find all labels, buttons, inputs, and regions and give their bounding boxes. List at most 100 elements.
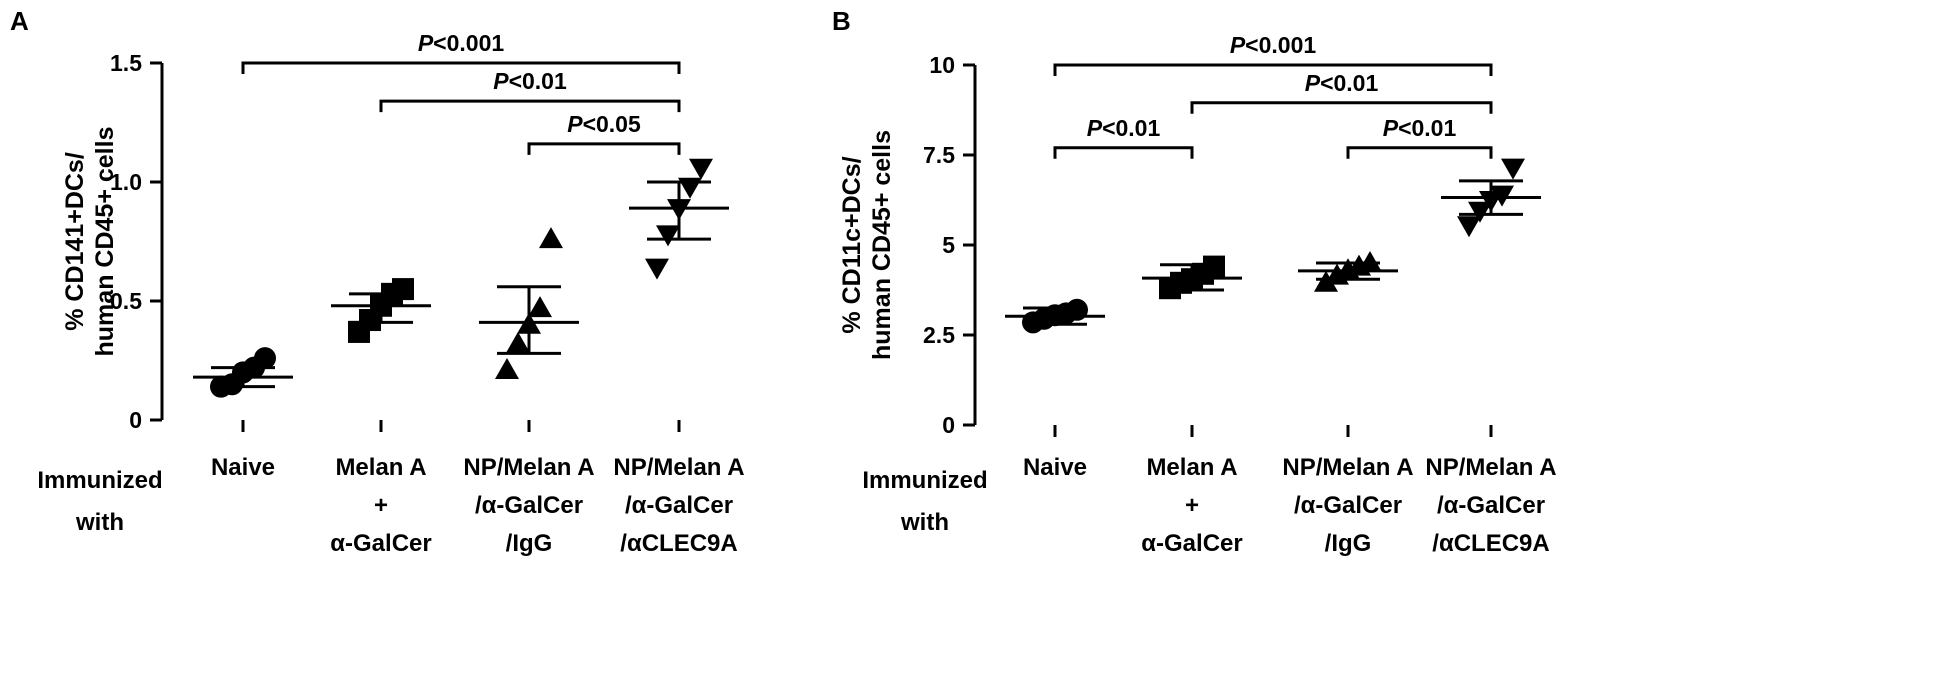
category-label: Naive	[211, 454, 275, 481]
y-axis-label: % CD11c+DCs/human CD45+ cells	[838, 130, 896, 360]
data-point-square	[392, 278, 414, 301]
data-point-triangle-up	[539, 227, 563, 249]
p-symbol: P	[493, 68, 509, 94]
p-value: <0.01	[1102, 115, 1160, 141]
category-label-line: NP/Melan A	[463, 454, 594, 481]
category-label: Naive	[1023, 454, 1087, 481]
row-label-line: Immunized	[37, 467, 162, 494]
category-label-line: Naive	[211, 454, 275, 481]
category-label-line: NP/Melan A	[613, 454, 744, 481]
y-tick-label: 0	[942, 412, 955, 438]
category-label-line: /αCLEC9A	[620, 530, 737, 557]
panel-b: B 0 2.5 5 7.5 10 % CD11c+DCs/human CD45+ cells…	[832, 6, 1557, 557]
category-label-line: Naive	[1023, 454, 1087, 481]
p-value: <0.01	[1320, 70, 1378, 96]
data-point-triangle-up	[506, 331, 530, 353]
series-3	[629, 158, 729, 280]
significance-label: P<0.001	[418, 30, 505, 56]
p-value: <0.01	[1398, 115, 1456, 141]
y-tick-label: 7.5	[923, 142, 955, 168]
data-point-square	[1203, 255, 1225, 278]
category-label: Melan A + α-GalCer	[330, 454, 431, 557]
category-label-line: Melan A	[1146, 454, 1237, 481]
data-point-triangle-down	[645, 258, 669, 280]
y-axis-label-line: % CD141+DCs/	[61, 152, 89, 331]
p-value: <0.01	[509, 68, 567, 94]
category-label-line: NP/Melan A	[1282, 454, 1413, 481]
p-value: <0.001	[433, 30, 504, 56]
y-tick-label: 5	[942, 232, 955, 258]
y-tick-label: 1.5	[110, 50, 142, 76]
y-axis-label-line: human CD45+ cells	[868, 130, 896, 360]
series-1	[331, 278, 431, 343]
data-point-triangle-down	[1468, 201, 1492, 223]
data-point-triangle-down	[656, 225, 680, 247]
category-label-line: α-GalCer	[1141, 530, 1242, 557]
category-label-line: /α-GalCer	[1294, 492, 1402, 519]
y-axis-label-line: human CD45+ cells	[91, 127, 119, 357]
data-point-triangle-up	[1314, 270, 1338, 292]
data-point-triangle-up	[495, 358, 519, 380]
significance-label: P<0.01	[493, 68, 567, 94]
series-1	[1142, 255, 1242, 300]
significance-bracket	[1053, 63, 1493, 76]
series-3	[1441, 158, 1541, 238]
row-label: Immunized with	[862, 467, 987, 536]
significance-bracket	[1346, 146, 1493, 159]
p-value: <0.05	[583, 111, 641, 137]
data-point-circle	[254, 347, 276, 370]
row-label: Immunized with	[37, 467, 162, 536]
significance-bracket	[527, 142, 681, 155]
significance-bracket	[379, 99, 681, 113]
significance-label: P<0.01	[1087, 115, 1161, 141]
y-axis-label-line: % CD11c+DCs/	[838, 156, 866, 333]
data-point-triangle-down	[1501, 158, 1525, 180]
category-label-line: Melan A	[335, 454, 426, 481]
y-tick-label: 2.5	[923, 322, 955, 348]
series-0	[193, 347, 293, 398]
y-tick-label: 10	[929, 52, 955, 78]
category-label-line: +	[374, 492, 388, 519]
category-label-line: /α-GalCer	[1437, 492, 1545, 519]
row-label-line: with	[75, 509, 124, 536]
y-tick-label: 0.5	[110, 288, 142, 314]
panel-letter: A	[10, 6, 29, 36]
data-point-triangle-up	[528, 296, 552, 318]
category-label-line: NP/Melan A	[1425, 454, 1556, 481]
row-label-line: Immunized	[862, 467, 987, 494]
p-symbol: P	[567, 111, 583, 137]
category-label-line: α-GalCer	[330, 530, 431, 557]
significance-bracket	[241, 61, 681, 74]
series-2	[1298, 251, 1398, 292]
significance-label: P<0.001	[1230, 32, 1317, 58]
p-symbol: P	[1383, 115, 1399, 141]
p-symbol: P	[1305, 70, 1321, 96]
category-label-line: /α-GalCer	[475, 492, 583, 519]
panel-letter: B	[832, 6, 851, 36]
series-2	[479, 227, 579, 380]
panel-a: A 0 0.5 1.0 1.5 % CD141+DCs/human CD45+ cells…	[10, 6, 745, 557]
significance-label: P<0.01	[1383, 115, 1457, 141]
significance-label: P<0.05	[567, 111, 641, 137]
significance-label: P<0.01	[1305, 70, 1379, 96]
category-label: NP/Melan A/α-GalCer/αCLEC9A	[613, 454, 744, 557]
category-label: NP/Melan A/α-GalCer/IgG	[1282, 454, 1413, 557]
p-value: <0.001	[1245, 32, 1316, 58]
y-axis-label: % CD141+DCs/human CD45+ cells	[61, 127, 119, 357]
category-label: NP/Melan A/α-GalCer/αCLEC9A	[1425, 454, 1556, 557]
row-label-line: with	[900, 509, 949, 536]
data-point-triangle-down	[1457, 216, 1481, 238]
y-tick-label: 0	[129, 407, 142, 433]
category-label-line: +	[1185, 492, 1199, 519]
category-label-line: /IgG	[1325, 530, 1372, 557]
significance-bracket	[1053, 146, 1194, 159]
p-symbol: P	[1230, 32, 1246, 58]
category-label: NP/Melan A/α-GalCer/IgG	[463, 454, 594, 557]
category-label-line: /α-GalCer	[625, 492, 733, 519]
p-symbol: P	[418, 30, 434, 56]
category-label-line: /αCLEC9A	[1432, 530, 1549, 557]
series-0	[1005, 298, 1105, 334]
category-label: Melan A + α-GalCer	[1141, 454, 1242, 557]
category-label-line: /IgG	[506, 530, 553, 557]
